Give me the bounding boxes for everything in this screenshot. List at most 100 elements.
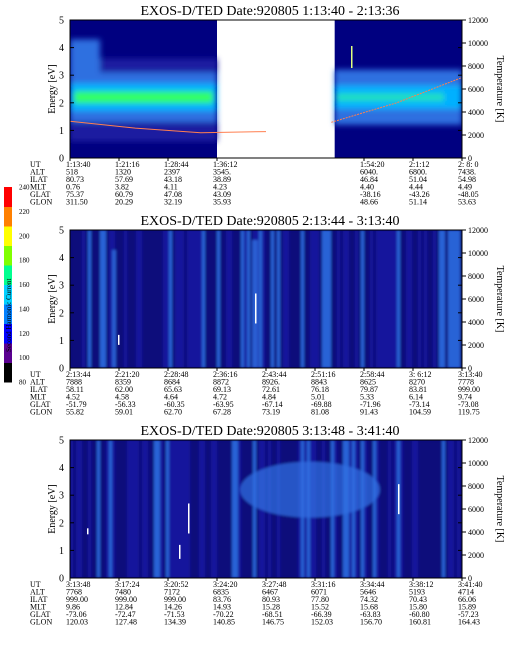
ephemeris-value: 3:20:52 [164, 580, 188, 589]
intensity-stripe [244, 230, 247, 368]
ephemeris-value: 4.40 [360, 183, 374, 192]
intensity-stripe [82, 440, 85, 578]
intensity-stripe [385, 440, 388, 578]
y-tick-label: 0 [59, 574, 64, 585]
ephemeris-value: 4.44 [409, 183, 423, 192]
intensity-stripe [214, 440, 217, 578]
intensity-stripe [280, 230, 283, 368]
ephemeris-value: -38.16 [360, 190, 381, 199]
intensity-stripe [367, 230, 370, 368]
y-tick-label: 2 [59, 98, 64, 109]
intensity-stripe [91, 230, 94, 368]
intensity-stripe [94, 230, 97, 368]
intensity-stripe [256, 440, 259, 578]
intensity-stripe [214, 230, 217, 368]
ephemeris-value: 81.08 [311, 408, 329, 417]
intensity-stripe [145, 440, 148, 578]
intensity-stripe [418, 230, 421, 368]
intensity-stripe [163, 440, 166, 578]
intensity-stripe [355, 230, 358, 368]
y-axis-label: Energy [eV] [47, 484, 58, 534]
intensity-stripe [133, 230, 136, 368]
y-tick-label: 4 [59, 43, 64, 54]
intensity-stripe [394, 230, 397, 368]
intensity-stripe [106, 230, 109, 368]
colorbar: Second Harmonic Current 80 100 120 140 160 18… [4, 184, 30, 387]
y-axis-label: Energy [eV] [47, 274, 58, 324]
y2-tick-label: 6000 [468, 85, 484, 94]
y-tick-label: 1 [59, 126, 64, 137]
y2-tick-label: 2000 [468, 341, 484, 350]
ephemeris-label: GLON [30, 408, 52, 417]
ephemeris-value: 156.70 [360, 618, 382, 627]
spike-mark [118, 334, 120, 345]
intensity-stripe [217, 230, 220, 368]
intensity-stripe [127, 440, 130, 578]
ephemeris-value: 6071 [311, 588, 327, 597]
intensity-stripe [412, 440, 415, 578]
ephemeris-value: 47.08 [164, 190, 182, 199]
intensity-stripe [445, 440, 448, 578]
peak-band [74, 91, 213, 104]
intensity-stripe [121, 440, 124, 578]
intensity-stripe [175, 230, 178, 368]
ephemeris-value: 58.11 [66, 385, 84, 394]
intensity-stripe [166, 440, 169, 578]
ephemeris-value: 4.52 [66, 393, 80, 402]
ephemeris-value: 2:21:20 [115, 370, 139, 379]
y2-axis-label: Temperature [K] [494, 476, 505, 543]
intensity-stripe [166, 230, 169, 368]
ephemeris-value: 2397 [164, 168, 180, 177]
intensity-stripe [367, 440, 370, 578]
intensity-stripe [349, 230, 352, 368]
y-axis-label: Energy [eV] [47, 64, 58, 114]
y2-tick-label: 8000 [468, 482, 484, 491]
intensity-stripe [430, 230, 433, 368]
intensity-stripe [157, 440, 160, 578]
ephemeris-value: 15.28 [262, 603, 280, 612]
ephemeris-value: 6835 [213, 588, 229, 597]
intensity-region [240, 461, 380, 518]
intensity-stripe [211, 440, 214, 578]
ephemeris-value: -60.80 [409, 610, 430, 619]
ephemeris-value: 55.82 [66, 408, 84, 417]
intensity-stripe [307, 230, 310, 368]
ephemeris-value: 7778 [458, 378, 474, 387]
ephemeris-value: 1:21:16 [115, 160, 139, 169]
intensity-stripe [382, 230, 385, 368]
intensity-stripe [229, 440, 232, 578]
intensity-stripe [130, 440, 133, 578]
colorbar-swatch [4, 265, 12, 285]
intensity-stripe [196, 230, 199, 368]
y2-tick-label: 6000 [468, 295, 484, 304]
colorbar-swatch [4, 343, 12, 363]
ephemeris-value: 3545. [213, 168, 231, 177]
intensity-stripe [454, 440, 457, 578]
intensity-stripe [142, 440, 145, 578]
ephemeris-value: 73.19 [262, 408, 280, 417]
intensity-stripe [454, 230, 457, 368]
intensity-stripe [364, 230, 367, 368]
intensity-stripe [157, 230, 160, 368]
intensity-stripe [196, 440, 199, 578]
ephemeris-label: GLAT [30, 190, 51, 199]
intensity-stripe [112, 440, 115, 578]
ephemeris-label: GLAT [30, 400, 51, 409]
y2-tick-label: 2000 [468, 131, 484, 140]
y-tick-label: 5 [59, 226, 64, 237]
ephemeris-value: 79.87 [360, 385, 378, 394]
ephemeris-value: 2:43:44 [262, 370, 286, 379]
intensity-stripe [337, 230, 340, 368]
ephemeris-value: 4.49 [458, 183, 472, 192]
intensity-stripe [76, 440, 79, 578]
ephemeris-value: 1:28:44 [164, 160, 188, 169]
ephemeris-value: 7172 [164, 588, 180, 597]
ephemeris-value: -63.83 [360, 610, 381, 619]
colorbar-swatch [4, 323, 12, 344]
ephemeris-value: 67.28 [213, 408, 231, 417]
intensity-stripe [421, 230, 424, 368]
y-tick-label: 4 [59, 253, 64, 264]
colorbar-label: Second Harmonic Current [5, 278, 13, 352]
intensity-stripe [247, 230, 250, 368]
intensity-stripe [154, 230, 157, 368]
